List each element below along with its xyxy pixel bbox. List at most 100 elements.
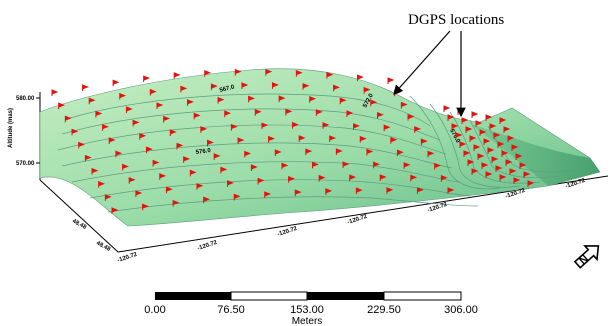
dgps-marker-icon	[469, 135, 477, 142]
dgps-marker-icon	[451, 123, 459, 130]
contour-label: 567.0	[219, 84, 236, 94]
dgps-marker-icon	[82, 84, 89, 91]
dgps-marker-icon	[434, 162, 442, 170]
dgps-marker-icon	[234, 68, 242, 76]
dgps-marker-icon	[455, 132, 463, 139]
dgps-marker-icon	[383, 124, 391, 132]
dgps-marker-icon	[386, 187, 394, 194]
dgps-marker-icon	[507, 135, 515, 142]
dgps-marker-icon	[447, 114, 455, 121]
north-arrow-icon: N	[573, 245, 600, 269]
dgps-marker-icon	[326, 71, 334, 79]
dgps-marker-group	[51, 68, 535, 214]
dgps-marker-icon	[311, 161, 319, 169]
dgps-marker-icon	[501, 150, 509, 157]
dgps-marker-icon	[152, 159, 160, 167]
dgps-marker-icon	[180, 85, 188, 93]
dgps-marker-icon	[318, 174, 326, 182]
dgps-marker-icon	[353, 123, 360, 130]
scale-tick-label: 306.00	[444, 304, 478, 316]
dgps-marker-icon	[265, 68, 273, 76]
dgps-marker-icon	[366, 148, 374, 156]
dgps-marker-icon	[489, 123, 497, 130]
dgps-marker-icon	[271, 82, 279, 89]
dgps-marker-icon	[329, 135, 337, 142]
annotation-arrow-1	[393, 30, 451, 95]
dgps-marker-icon	[176, 142, 184, 150]
dgps-marker-icon	[523, 171, 531, 178]
dgps-marker-icon	[373, 161, 380, 169]
dgps-marker-icon	[196, 183, 204, 190]
dgps-marker-icon	[142, 203, 149, 211]
dgps-marker-icon	[485, 171, 493, 178]
dgps-marker-icon	[78, 141, 86, 149]
dgps-annotation: DGPS locations	[393, 12, 504, 118]
dgps-marker-icon	[355, 187, 363, 195]
dgps-marker-icon	[165, 186, 173, 194]
dgps-marker-icon	[128, 176, 136, 184]
dgps-marker-icon	[515, 153, 523, 160]
dgps-marker-icon	[465, 126, 473, 133]
dgps-marker-icon	[241, 82, 249, 89]
dgps-marker-icon	[132, 119, 140, 127]
scale-unit-label: Meters	[292, 316, 323, 326]
dgps-marker-icon	[511, 144, 519, 151]
dgps-marker-icon	[376, 111, 384, 119]
scale-tick-label: 229.50	[367, 304, 401, 316]
dgps-marker-icon	[254, 109, 262, 116]
dgps-marker-icon	[513, 177, 521, 184]
dgps-marker-icon	[503, 126, 511, 133]
dgps-marker-icon	[294, 189, 302, 197]
dgps-marker-icon	[172, 199, 180, 207]
dgps-marker-icon	[159, 173, 167, 180]
annotation-text: DGPS locations	[408, 12, 504, 28]
dgps-marker-icon	[213, 153, 221, 160]
scale-tick-label: 0.00	[144, 304, 165, 316]
dgps-marker-icon	[189, 169, 197, 177]
dgps-marker-icon	[217, 96, 225, 104]
dgps-marker-icon	[477, 153, 485, 160]
dgps-marker-icon	[356, 74, 364, 82]
z-tick-label: 580.00	[16, 96, 35, 102]
dgps-marker-icon	[143, 75, 150, 83]
dgps-marker-icon	[187, 99, 194, 106]
dgps-marker-icon	[230, 123, 238, 131]
dgps-marker-icon	[193, 112, 201, 120]
dgps-marker-icon	[505, 159, 513, 166]
dgps-marker-icon	[410, 174, 418, 182]
dgps-marker-icon	[305, 148, 313, 156]
dgps-marker-icon	[224, 110, 232, 118]
dgps-marker-icon	[111, 207, 119, 214]
dgps-marker-icon	[104, 194, 112, 201]
z-axis-title: Altitude (mas)	[8, 108, 14, 148]
scale-tick-label: 76.50	[217, 304, 245, 316]
dgps-marker-icon	[169, 129, 177, 136]
dgps-marker-icon	[88, 97, 96, 105]
dgps-marker-icon	[359, 135, 367, 143]
dgps-marker-icon	[485, 114, 493, 121]
dgps-marker-icon	[112, 79, 120, 87]
dgps-marker-icon	[315, 109, 323, 116]
dgps-marker-icon	[407, 113, 415, 121]
dgps-marker-icon	[207, 139, 214, 147]
dgps-marker-icon	[420, 138, 428, 146]
dgps-marker-icon	[346, 110, 354, 118]
dgps-marker-icon	[95, 110, 103, 118]
dgps-marker-icon	[145, 146, 153, 154]
dgps-marker-icon	[400, 101, 408, 109]
dgps-marker-icon	[363, 86, 371, 94]
x-tick-label: -120.72	[197, 240, 219, 252]
dgps-marker-icon	[285, 108, 293, 116]
dgps-marker-icon	[473, 144, 481, 151]
dgps-marker-icon	[396, 149, 404, 157]
dgps-marker-icon	[509, 168, 517, 175]
dgps-marker-icon	[91, 167, 99, 175]
dgps-marker-icon	[135, 190, 143, 197]
dgps-marker-icon	[139, 132, 147, 140]
dgps-marker-icon	[102, 123, 109, 131]
dgps-marker-icon	[278, 95, 286, 103]
dgps-marker-icon	[64, 115, 72, 123]
dgps-marker-icon	[291, 121, 299, 129]
dgps-marker-icon	[220, 166, 228, 174]
